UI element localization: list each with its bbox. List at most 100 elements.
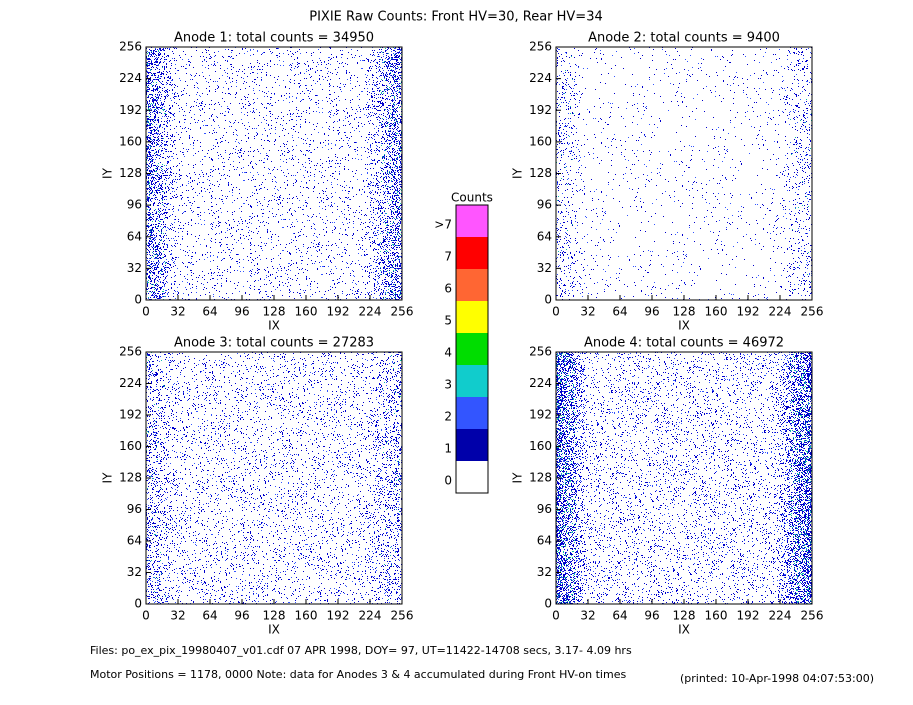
colorbar-label: 4 <box>444 346 452 360</box>
y-tick-label: 96 <box>127 198 142 212</box>
y-tick-label: 64 <box>537 229 552 243</box>
x-tick-label: 192 <box>327 305 350 319</box>
y-tick-label: 224 <box>119 376 142 390</box>
footer-motor: Motor Positions = 1178, 0000 Note: data … <box>90 668 626 681</box>
x-tick-label: 192 <box>327 609 350 623</box>
panel-title: Anode 4: total counts = 46972 <box>584 336 784 351</box>
x-tick-label: 160 <box>705 305 728 319</box>
colorbar-label: 7 <box>444 250 452 264</box>
colorbar-swatch <box>456 205 488 237</box>
y-tick-label: 128 <box>529 471 552 485</box>
x-tick-label: 160 <box>295 609 318 623</box>
y-axis-label: IY <box>511 167 525 179</box>
x-axis-label: IX <box>678 319 690 333</box>
x-tick-label: 0 <box>552 609 560 623</box>
y-tick-label: 192 <box>119 408 142 422</box>
y-tick-label: 128 <box>119 471 142 485</box>
y-tick-label: 256 <box>529 345 552 359</box>
count-texture <box>556 352 812 604</box>
colorbar-swatch <box>456 429 488 461</box>
panel-title: Anode 3: total counts = 27283 <box>174 336 374 351</box>
y-tick-label: 0 <box>134 597 142 611</box>
y-tick-label: 256 <box>119 40 142 54</box>
plot-frame <box>145 351 403 605</box>
colorbar-swatch <box>456 269 488 301</box>
x-axis-label: IX <box>268 319 280 333</box>
y-tick-label: 32 <box>127 261 142 275</box>
y-tick-label: 0 <box>134 293 142 307</box>
y-tick-label: 32 <box>127 565 142 579</box>
y-axis-label: IY <box>101 167 115 179</box>
colorbar-label: 0 <box>444 474 452 488</box>
count-texture <box>146 352 402 604</box>
x-tick-label: 224 <box>359 609 382 623</box>
count-texture <box>556 47 812 300</box>
x-tick-label: 160 <box>705 609 728 623</box>
x-tick-label: 256 <box>801 305 824 319</box>
y-tick-label: 224 <box>529 376 552 390</box>
y-tick-label: 160 <box>119 439 142 453</box>
y-tick-label: 32 <box>537 565 552 579</box>
x-tick-label: 224 <box>769 305 792 319</box>
y-tick-label: 256 <box>529 40 552 54</box>
x-tick-label: 64 <box>202 609 217 623</box>
y-tick-label: 96 <box>537 502 552 516</box>
x-tick-label: 0 <box>142 609 150 623</box>
y-tick-label: 224 <box>119 71 142 85</box>
x-tick-label: 128 <box>263 609 286 623</box>
y-tick-label: 64 <box>127 534 142 548</box>
x-tick-label: 192 <box>737 305 760 319</box>
x-tick-label: 96 <box>234 609 249 623</box>
colorbar-swatch <box>456 461 488 493</box>
y-tick-label: 0 <box>544 293 552 307</box>
x-tick-label: 64 <box>202 305 217 319</box>
colorbar-label: >7 <box>434 218 452 232</box>
figure-title: PIXIE Raw Counts: Front HV=30, Rear HV=3… <box>309 10 603 25</box>
y-tick-label: 64 <box>537 534 552 548</box>
y-axis-label: IY <box>101 472 115 484</box>
y-tick-label: 32 <box>537 261 552 275</box>
y-tick-label: 192 <box>529 103 552 117</box>
x-tick-label: 32 <box>170 305 185 319</box>
y-tick-label: 96 <box>127 502 142 516</box>
x-tick-label: 224 <box>359 305 382 319</box>
count-texture <box>146 352 402 604</box>
x-tick-label: 32 <box>170 609 185 623</box>
x-tick-label: 64 <box>612 609 627 623</box>
colorbar-swatch <box>456 237 488 269</box>
x-tick-label: 128 <box>263 305 286 319</box>
y-tick-label: 0 <box>544 597 552 611</box>
y-tick-label: 192 <box>529 408 552 422</box>
y-tick-label: 96 <box>537 198 552 212</box>
y-tick-label: 64 <box>127 229 142 243</box>
colorbar-label: 6 <box>444 282 452 296</box>
count-texture <box>146 352 402 600</box>
y-tick-label: 160 <box>529 439 552 453</box>
colorbar-title: Counts <box>451 191 493 205</box>
y-tick-label: 160 <box>529 134 552 148</box>
colorbar-label: 2 <box>444 410 452 424</box>
x-tick-label: 32 <box>580 609 595 623</box>
x-tick-label: 224 <box>769 609 792 623</box>
y-tick-label: 128 <box>119 166 142 180</box>
colorbar-label: 5 <box>444 314 452 328</box>
y-axis-label: IY <box>511 472 525 484</box>
count-texture <box>146 47 402 300</box>
count-texture <box>146 47 402 300</box>
x-tick-label: 256 <box>391 305 414 319</box>
y-tick-label: 160 <box>119 134 142 148</box>
count-texture <box>556 48 812 300</box>
y-tick-label: 128 <box>529 166 552 180</box>
footer-files: Files: po_ex_pix_19980407_v01.cdf 07 APR… <box>90 644 632 657</box>
x-tick-label: 128 <box>673 305 696 319</box>
colorbar-label: 3 <box>444 378 452 392</box>
x-tick-label: 256 <box>801 609 824 623</box>
x-tick-label: 32 <box>580 305 595 319</box>
colorbar-swatch <box>456 333 488 365</box>
colorbar-swatch <box>456 365 488 397</box>
x-axis-label: IX <box>678 623 690 637</box>
count-texture <box>146 47 402 300</box>
plot-frame <box>145 46 403 301</box>
count-texture <box>556 56 812 291</box>
colorbar-frame <box>455 204 489 494</box>
